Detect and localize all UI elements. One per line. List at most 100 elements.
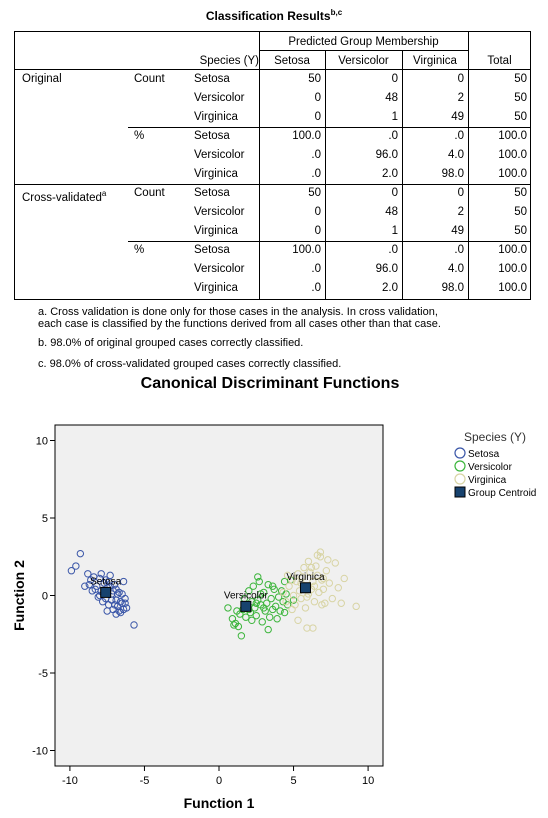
- table-cell: 100.0: [498, 149, 527, 161]
- data-point: [279, 588, 287, 597]
- data-point: [84, 570, 92, 578]
- table-cell: .0: [311, 282, 321, 294]
- data-point: [306, 568, 314, 576]
- data-point: [76, 549, 85, 558]
- data-point: [224, 604, 232, 612]
- table-title-sup: b,c: [330, 8, 343, 17]
- data-point: [273, 615, 281, 623]
- scatter-chart: -10 -5 0 5 10 -10 -5 0 5 10 Function 1 Function 2 Se…: [11, 424, 536, 811]
- table-cell: 50: [514, 187, 527, 199]
- table-cell: 100.0: [498, 282, 527, 294]
- data-point: [252, 611, 260, 620]
- table-cell: 2: [457, 92, 464, 104]
- table-cell: 2.0: [382, 168, 398, 180]
- chart-title: Canonical Discriminant Functions: [140, 375, 400, 392]
- table-cell: 100.0: [292, 244, 321, 256]
- data-point: [110, 601, 119, 609]
- group-header: Predicted Group Membership: [288, 36, 439, 48]
- data-point: [267, 594, 275, 603]
- data-point: [242, 613, 250, 621]
- data-point: [352, 602, 360, 611]
- data-point: [112, 610, 120, 618]
- col-header-virginica: Virginica: [413, 55, 457, 67]
- table-border-top: [14, 31, 531, 32]
- data-point: [260, 604, 268, 612]
- data-point: [88, 587, 96, 595]
- table-cell: 0: [391, 73, 398, 85]
- table-cell: 4.0: [448, 263, 464, 275]
- data-point: [248, 616, 256, 625]
- data-point: [313, 571, 322, 580]
- table-cell: 100.0: [498, 244, 527, 256]
- section-sup: a: [101, 189, 107, 198]
- data-point: [234, 622, 243, 631]
- data-point: [328, 594, 337, 603]
- x-tick-label: -5: [140, 775, 150, 787]
- table-cell: 48: [385, 92, 398, 104]
- data-point: [67, 567, 76, 575]
- table-cell: 0: [457, 73, 464, 85]
- centroid-versicolor: [240, 600, 252, 612]
- data-point: [254, 573, 262, 581]
- table-cell: 49: [451, 225, 464, 237]
- table-cell: 50: [308, 73, 321, 85]
- table-cell: .0: [311, 168, 321, 180]
- table-cell: 98.0: [441, 282, 464, 294]
- data-point: [97, 570, 105, 578]
- legend-marker: [454, 486, 466, 498]
- data-point: [271, 602, 280, 611]
- table-cell: .0: [454, 244, 464, 256]
- data-point: [118, 590, 126, 598]
- y-tick-label: 0: [42, 591, 48, 603]
- table-cell: .0: [311, 263, 321, 275]
- data-point: [237, 632, 246, 640]
- table-cell: 2: [457, 206, 464, 218]
- y-tick-label: 10: [36, 436, 48, 448]
- data-point: [300, 563, 308, 572]
- data-point: [282, 598, 290, 606]
- data-point: [310, 598, 319, 606]
- table-cell: .0: [454, 130, 464, 142]
- data-point: [334, 584, 342, 592]
- table-cell: .0: [388, 130, 398, 142]
- data-point: [307, 563, 316, 572]
- data-point: [103, 607, 111, 615]
- data-point: [230, 621, 238, 629]
- footnote-c: c. 98.0% of cross-validated grouped case…: [38, 358, 342, 370]
- centroid-label: Virginica: [286, 572, 325, 583]
- x-tick-label: -10: [62, 775, 78, 787]
- data-point: [313, 551, 322, 559]
- data-point: [264, 580, 272, 589]
- data-point: [116, 598, 125, 606]
- table-cell: 2.0: [382, 282, 398, 294]
- row-species-label: Virginica: [194, 168, 238, 180]
- row-section-label: Cross-validateda: [22, 184, 106, 208]
- row-species-label: Virginica: [194, 111, 238, 123]
- data-point: [268, 582, 277, 590]
- table-title-text: Classification Results: [205, 9, 331, 23]
- section-text: Cross-validated: [22, 191, 102, 204]
- data-point: [288, 605, 296, 614]
- table-cell: .0: [388, 244, 398, 256]
- row-species-label: Versicolor: [194, 149, 245, 161]
- row-species-label: Versicolor: [194, 92, 245, 104]
- data-point: [121, 599, 129, 607]
- row-species-label: Versicolor: [194, 263, 245, 275]
- y-tick-label: -10: [32, 746, 48, 758]
- table-cell: 0: [391, 187, 398, 199]
- legend-marker: [454, 447, 466, 459]
- data-point: [322, 567, 331, 575]
- data-point: [72, 562, 80, 570]
- legend-marker: [454, 460, 466, 472]
- row-section-label: Original: [22, 70, 62, 89]
- data-point: [331, 559, 339, 567]
- row-species-label: Setosa: [194, 187, 230, 199]
- data-point: [257, 590, 265, 598]
- legend-entry: Virginica: [468, 475, 507, 486]
- table-cell: 100.0: [498, 130, 527, 142]
- table-cell: .0: [311, 149, 321, 161]
- legend-entry: Group Centroid: [468, 488, 536, 499]
- row-stat-label: %: [134, 244, 145, 256]
- col-header-total: Total: [487, 55, 512, 67]
- table-cell: 50: [514, 73, 527, 85]
